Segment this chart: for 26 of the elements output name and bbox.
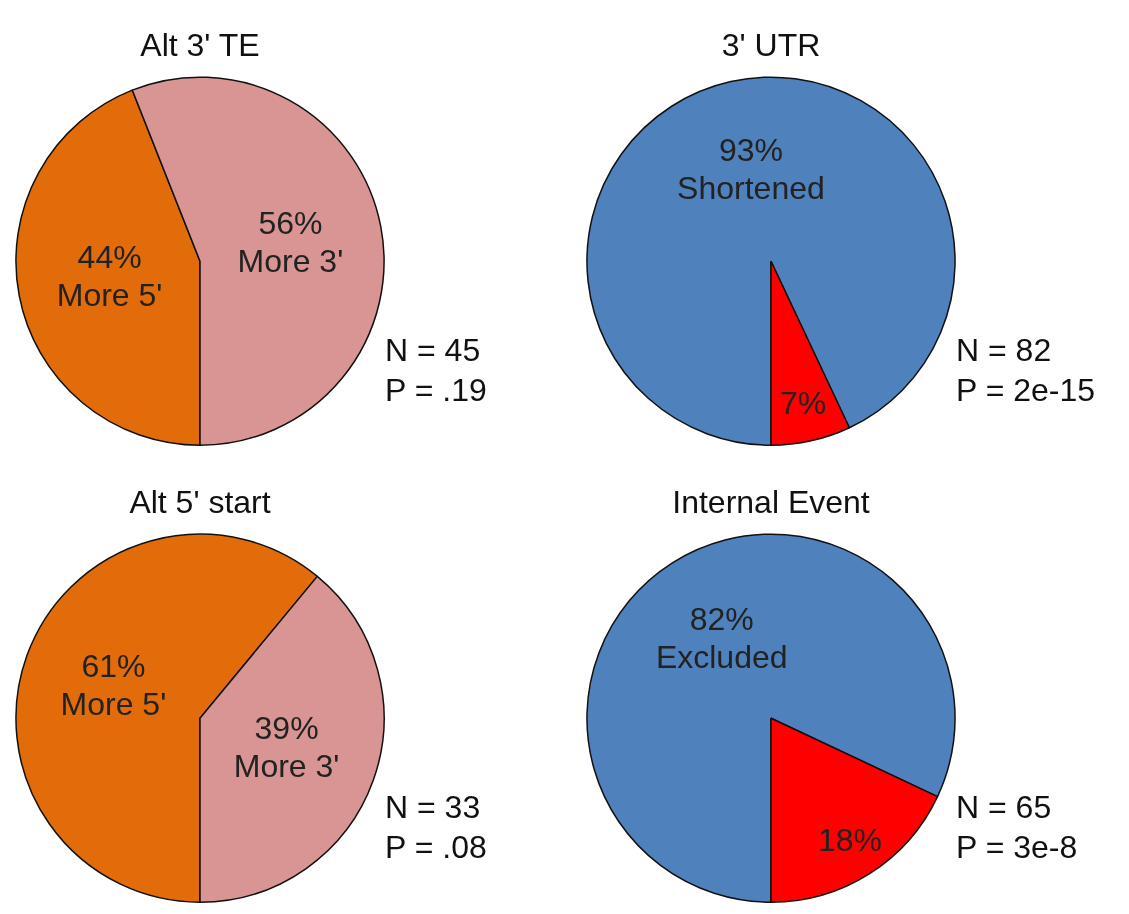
data-label: 7%: [779, 384, 827, 421]
slice-label: Shortened: [677, 170, 825, 207]
text: P = .08: [385, 829, 487, 865]
slice-label: More 3': [237, 242, 344, 279]
data-label: 18%: [817, 822, 882, 859]
chart-title: Alt 3' TE: [140, 27, 260, 64]
data-label: 56%: [258, 204, 323, 241]
slice-label: More 3': [233, 748, 340, 785]
slice-label: Excluded: [655, 639, 788, 676]
text: N = 65: [956, 789, 1052, 825]
slice-label: More 5': [56, 277, 163, 314]
text: P = 3e-8: [956, 829, 1078, 865]
data-label: 39%: [254, 710, 319, 747]
slice-label: More 5': [60, 685, 167, 722]
chart-title: Internal Event: [672, 484, 870, 521]
data-label: 93%: [718, 132, 783, 169]
text: N = 33: [385, 789, 481, 825]
text: N = 82: [956, 332, 1052, 368]
data-label: 44%: [77, 239, 142, 276]
text: N = 45: [385, 332, 481, 368]
data-label: 82%: [689, 601, 754, 638]
text: P = 2e-15: [956, 372, 1096, 408]
text: P = .19: [385, 372, 487, 408]
chart-title: 3' UTR: [721, 27, 821, 64]
data-label: 61%: [81, 647, 146, 684]
chart-title: Alt 5' start: [129, 484, 271, 521]
